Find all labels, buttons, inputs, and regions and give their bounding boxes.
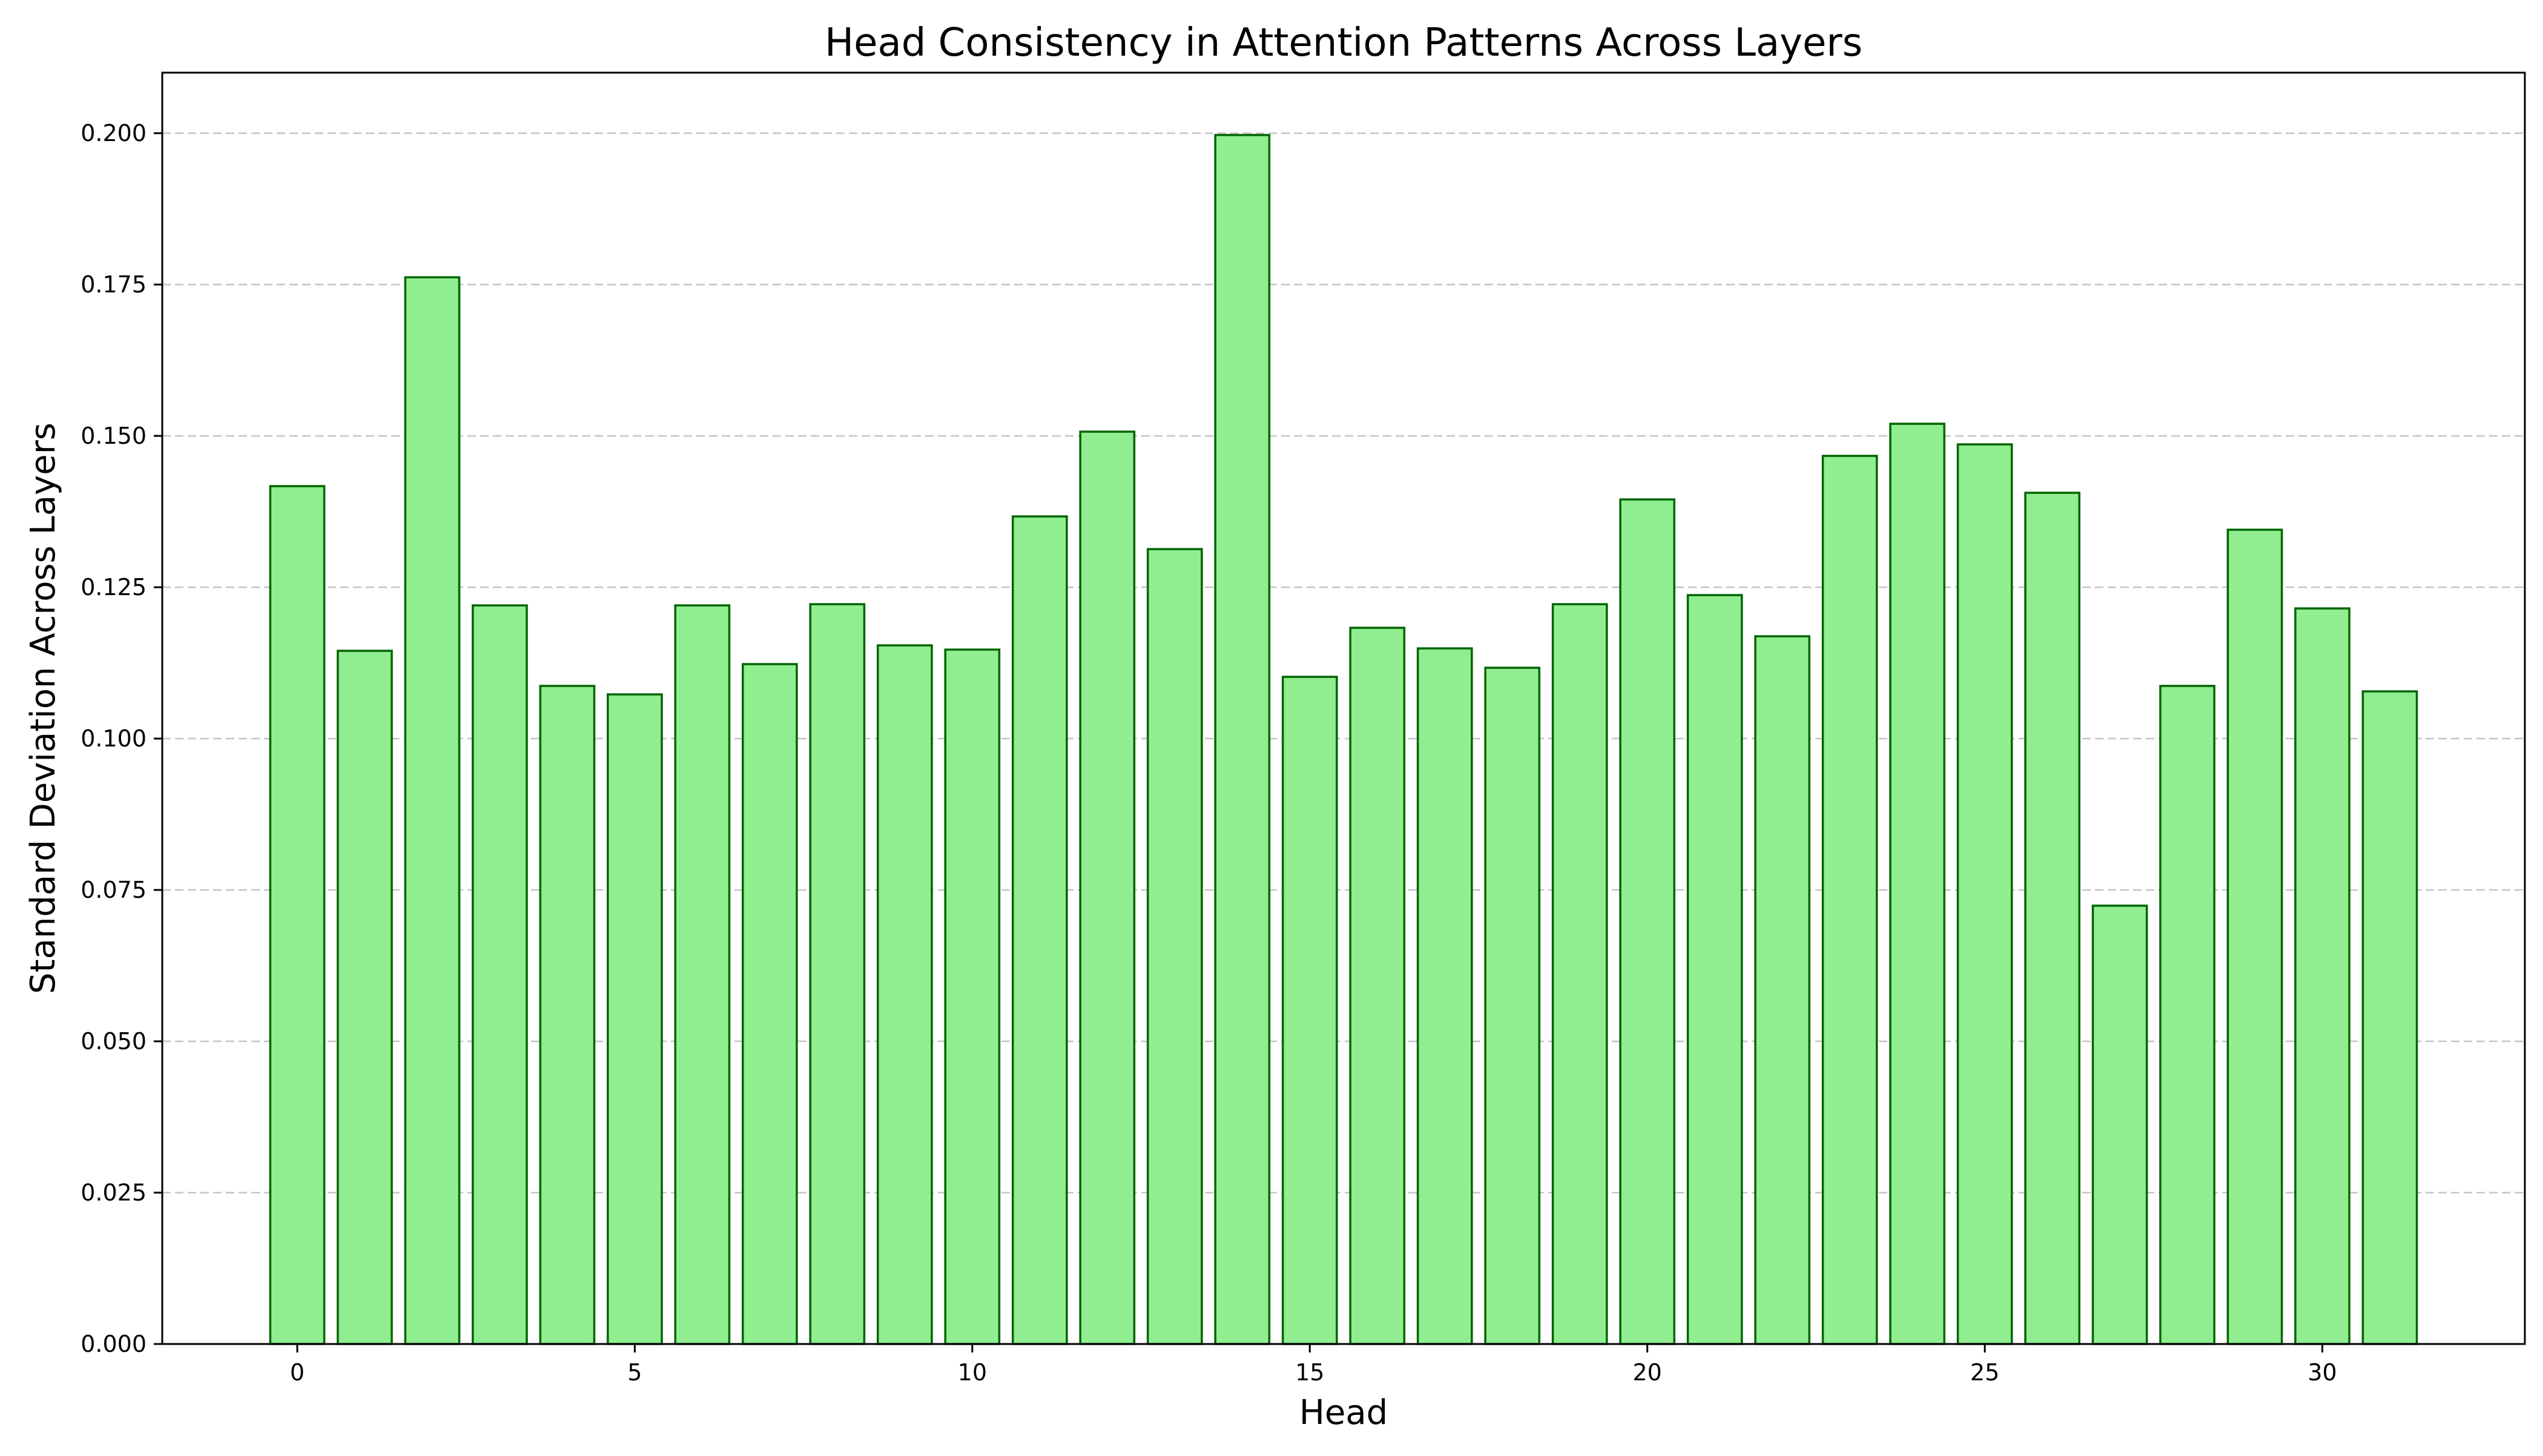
bar-head-20: [1619, 498, 1676, 1345]
bar-head-27: [2091, 904, 2148, 1345]
x-axis-label: Head: [1299, 1393, 1388, 1432]
bars: [269, 134, 2418, 1345]
y-tick-label: 0.200: [81, 120, 147, 147]
bar-head-28: [2159, 685, 2215, 1345]
bar-head-26: [2024, 492, 2080, 1345]
bar-head-23: [1821, 455, 1878, 1345]
bar-head-11: [1011, 515, 1068, 1345]
plot-frame: [161, 71, 2526, 1345]
y-tick-label: 0.100: [81, 725, 147, 752]
bar-head-21: [1686, 594, 1743, 1345]
bar-head-1: [337, 650, 393, 1345]
y-axis-label: Standard Deviation Across Layers: [24, 423, 63, 994]
y-tick-label: 0.050: [81, 1028, 147, 1055]
bar-head-29: [2226, 529, 2283, 1345]
bar-head-30: [2294, 607, 2350, 1345]
bar-head-14: [1214, 134, 1271, 1345]
x-tick-label: 5: [627, 1359, 642, 1386]
x-tick-label: 15: [1295, 1359, 1324, 1386]
bar-head-16: [1349, 627, 1406, 1345]
y-tick-label: 0.175: [81, 271, 147, 298]
bar-head-6: [674, 604, 731, 1345]
bar-head-19: [1551, 603, 1608, 1345]
y-axis-ticks: 0.000 0.025 0.050 0.075 0.100 0.125 0.150 0.175…: [81, 120, 162, 1357]
bar-head-5: [607, 693, 663, 1345]
bar-head-18: [1484, 667, 1541, 1345]
bar-head-12: [1079, 430, 1136, 1345]
y-tick-label: 0.000: [81, 1331, 147, 1357]
bar-head-17: [1416, 647, 1473, 1345]
chart-title: Head Consistency in Attention Patterns A…: [825, 21, 1862, 65]
y-tick-label: 0.150: [81, 423, 147, 449]
bar-head-7: [742, 663, 798, 1345]
x-tick-label: 0: [290, 1359, 305, 1386]
bar-head-3: [472, 604, 528, 1345]
bar-head-2: [404, 276, 461, 1345]
bar-head-13: [1146, 548, 1203, 1345]
bar-head-15: [1281, 676, 1338, 1345]
bar-head-25: [1956, 443, 2013, 1345]
bar-head-10: [944, 648, 1001, 1345]
x-tick-label: 10: [958, 1359, 987, 1386]
bar-head-8: [809, 603, 866, 1345]
bar-head-0: [269, 485, 326, 1345]
bar-head-4: [539, 685, 596, 1345]
bar-head-9: [876, 644, 933, 1345]
y-tick-label: 0.125: [81, 574, 147, 601]
bar-head-31: [2361, 690, 2418, 1345]
bar-head-22: [1754, 635, 1811, 1345]
x-axis-ticks: 0 5 10 15 20 25 30: [290, 1344, 2337, 1386]
x-tick-label: 30: [2307, 1359, 2337, 1386]
x-tick-label: 20: [1633, 1359, 1662, 1386]
x-tick-label: 25: [1970, 1359, 1999, 1386]
y-tick-label: 0.025: [81, 1179, 147, 1206]
bar-head-24: [1889, 423, 1945, 1345]
y-tick-label: 0.075: [81, 877, 147, 903]
